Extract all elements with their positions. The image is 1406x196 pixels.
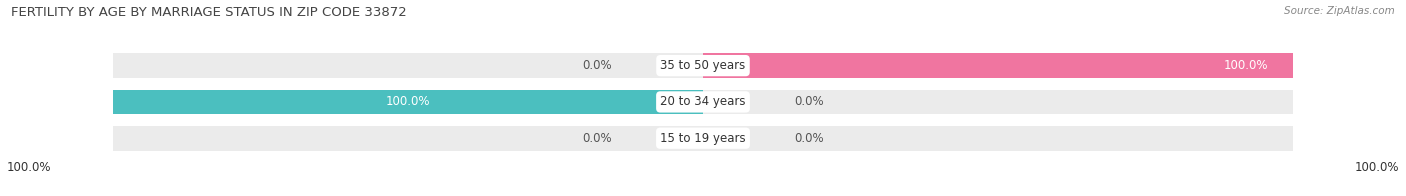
Bar	[703, 53, 1292, 78]
Bar	[114, 90, 703, 114]
Text: 100.0%: 100.0%	[1354, 161, 1399, 174]
Text: 0.0%: 0.0%	[794, 95, 824, 108]
Bar	[114, 53, 703, 78]
Bar	[114, 126, 703, 151]
Text: 35 to 50 years: 35 to 50 years	[661, 59, 745, 72]
Text: FERTILITY BY AGE BY MARRIAGE STATUS IN ZIP CODE 33872: FERTILITY BY AGE BY MARRIAGE STATUS IN Z…	[11, 6, 406, 19]
Text: Source: ZipAtlas.com: Source: ZipAtlas.com	[1284, 6, 1395, 16]
Text: 100.0%: 100.0%	[7, 161, 52, 174]
Bar	[703, 53, 1292, 78]
Text: 20 to 34 years: 20 to 34 years	[661, 95, 745, 108]
Text: 0.0%: 0.0%	[794, 132, 824, 145]
Bar	[703, 90, 1292, 114]
Text: 100.0%: 100.0%	[1223, 59, 1268, 72]
Bar	[114, 90, 703, 114]
Text: 15 to 19 years: 15 to 19 years	[661, 132, 745, 145]
Text: 0.0%: 0.0%	[582, 132, 612, 145]
Text: 100.0%: 100.0%	[385, 95, 430, 108]
Bar	[703, 126, 1292, 151]
Text: 0.0%: 0.0%	[582, 59, 612, 72]
